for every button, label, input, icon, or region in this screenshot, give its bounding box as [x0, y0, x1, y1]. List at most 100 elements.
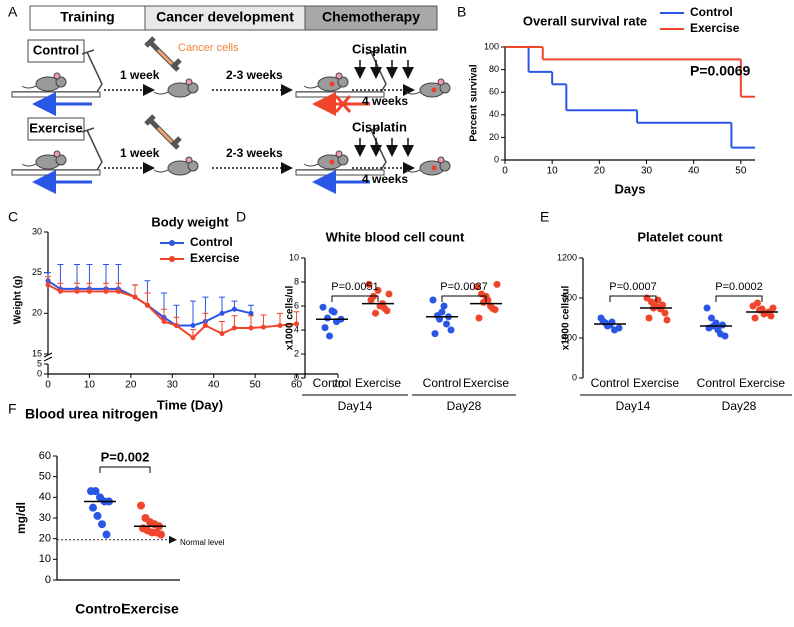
legend-dot	[169, 240, 175, 246]
mouse-tail	[405, 169, 421, 173]
phase-box	[144, 5, 306, 31]
x-tick-label: Control	[591, 376, 630, 390]
y-tick-label: 60	[489, 87, 499, 97]
schematic-row: Exercise 1 week 2-3 weeks Cisplatin 4 weeks	[11, 114, 451, 194]
drug-label: Cisplatin	[352, 41, 407, 56]
treadmill-belt	[11, 169, 101, 176]
data-point	[473, 283, 481, 291]
legend-label: Control	[690, 5, 733, 19]
error-bar	[219, 296, 225, 314]
x-tick-label: Exercise	[355, 376, 401, 390]
mouse-head	[55, 76, 67, 88]
mouse-ear	[53, 72, 61, 80]
data-point	[161, 318, 167, 324]
x-tick-label: Exercise	[633, 376, 679, 390]
data-point	[248, 310, 254, 316]
data-point	[86, 288, 92, 294]
mouse-ear	[335, 150, 343, 158]
x-axis-label: Days	[614, 181, 645, 196]
data-point	[324, 314, 331, 322]
data-point	[661, 309, 669, 317]
data-point	[645, 314, 653, 322]
data-point	[294, 321, 300, 327]
mouse-head	[337, 76, 349, 88]
data-point	[231, 306, 237, 312]
data-point	[367, 296, 375, 304]
y-tick-label: 8	[294, 276, 299, 286]
x-tick-label: 70	[332, 380, 344, 391]
schematic-row: Control 1 week Cancer cells 2-3 weeks Cispla…	[11, 36, 451, 116]
step-label: 1 week	[120, 68, 160, 82]
x-tick-label: 10	[547, 166, 559, 177]
step-label: 4 weeks	[362, 172, 408, 186]
data-point	[372, 309, 379, 317]
y-tick-label: 4	[294, 324, 299, 334]
data-point	[173, 323, 179, 329]
syringe-fill	[156, 48, 174, 66]
mouse-tail	[303, 163, 319, 167]
group-label: Exercise	[29, 120, 83, 135]
phase-label: Chemotherapy	[322, 9, 420, 25]
x-tick-label: Control	[75, 601, 125, 617]
mouse-tail	[21, 85, 37, 89]
group-label: Day28	[447, 399, 482, 413]
data-point	[659, 301, 666, 309]
data-point	[45, 282, 51, 288]
y-axis-label: mg/dl	[14, 502, 28, 534]
group-label: Day14	[338, 399, 373, 413]
treadmill-belt	[295, 169, 385, 176]
y-tick-label: 800	[562, 292, 577, 302]
p-value: P=0.0002	[715, 281, 762, 293]
chart-title: White blood cell count	[326, 229, 465, 244]
legend-label: Exercise	[190, 251, 240, 265]
step-label: 2-3 weeks	[226, 146, 283, 160]
mouse-tail	[303, 85, 319, 89]
group-label: Day28	[722, 399, 757, 413]
phase-label: Training	[60, 9, 114, 25]
mouse-ear	[437, 156, 445, 164]
reference-label: Normal level	[180, 538, 225, 547]
x-tick-label: Exercise	[739, 376, 785, 390]
data-point	[489, 304, 496, 312]
data-point	[219, 331, 225, 337]
p-value: P=0.0051	[331, 281, 378, 293]
x-tick-label: 10	[84, 380, 96, 391]
x-tick-label: 40	[688, 166, 700, 177]
y-tick-label: 0	[294, 372, 299, 382]
y-tick-label: 5	[37, 358, 42, 368]
data-point	[102, 530, 111, 539]
data-point	[330, 308, 338, 316]
mouse-ear	[185, 156, 193, 164]
data-point	[751, 314, 759, 322]
data-point	[663, 316, 671, 324]
mouse-head	[187, 82, 199, 94]
mouse-ear	[53, 150, 61, 158]
y-tick-label: 10	[39, 553, 51, 565]
y-tick-label: 40	[489, 109, 499, 119]
x-tick-label: 30	[167, 380, 179, 391]
significance-bracket	[441, 295, 487, 302]
x-tick-label: 30	[641, 166, 653, 177]
data-point	[493, 280, 501, 288]
p-value: P=0.002	[101, 449, 150, 464]
group-box	[27, 117, 85, 141]
treadmill-belt	[295, 91, 385, 98]
y-tick-label: 30	[39, 512, 51, 524]
data-point	[93, 511, 102, 520]
y-tick-label: 30	[32, 226, 42, 236]
data-point	[769, 304, 777, 312]
tumor	[329, 159, 335, 165]
y-tick-label: 100	[484, 41, 499, 51]
y-tick-label: 60	[39, 450, 51, 462]
chart-title: Platelet count	[637, 229, 723, 244]
data-point	[429, 296, 437, 304]
data-point	[374, 286, 382, 294]
mouse-ear	[437, 78, 445, 86]
y-tick-label: 25	[32, 267, 42, 277]
y-tick-label: 10	[289, 252, 299, 262]
step-label: 4 weeks	[362, 94, 408, 108]
mouse-ear	[185, 78, 193, 86]
x-tick-label: Exercise	[121, 601, 179, 617]
data-point	[719, 321, 726, 329]
